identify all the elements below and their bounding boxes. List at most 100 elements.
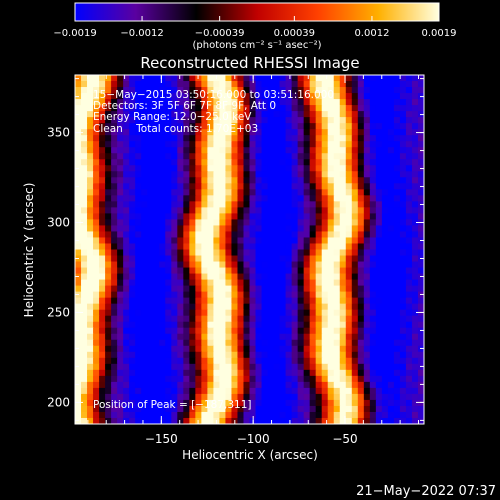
- heatmap-cell: [237, 87, 245, 94]
- heatmap-cell: [405, 75, 413, 82]
- heatmap-cell: [261, 237, 269, 245]
- heatmap-cell: [315, 369, 323, 377]
- heatmap-cell: [249, 237, 257, 245]
- heatmap-cell: [225, 87, 233, 94]
- heatmap-cell: [327, 255, 335, 263]
- heatmap-cell: [393, 195, 401, 202]
- heatmap-cell: [255, 321, 263, 329]
- heatmap-cell: [315, 333, 323, 341]
- heatmap-cell: [99, 243, 106, 251]
- heatmap-cell: [75, 387, 82, 395]
- heatmap-cell: [369, 225, 377, 233]
- heatmap-cell: [87, 339, 94, 347]
- heatmap-cell: [411, 207, 419, 214]
- heatmap-cell: [159, 291, 166, 299]
- heatmap-cell: [189, 81, 196, 88]
- heatmap-cell: [249, 387, 257, 395]
- heatmap-cell: [207, 171, 214, 178]
- heatmap-cell: [141, 261, 148, 269]
- annotation-clean-counts: Clean Total counts: 1.70E+03: [93, 123, 258, 135]
- heatmap-cell: [165, 111, 172, 118]
- heatmap-cell: [327, 417, 335, 424]
- heatmap-cell: [303, 333, 311, 341]
- heatmap-cell: [231, 111, 239, 118]
- heatmap-cell: [147, 183, 154, 190]
- heatmap-cell: [339, 255, 347, 263]
- heatmap-cell: [81, 291, 88, 299]
- heatmap-cell: [93, 381, 100, 389]
- heatmap-cell: [375, 237, 383, 245]
- heatmap-cell: [81, 183, 88, 190]
- heatmap-cell: [237, 207, 245, 214]
- heatmap-cell: [363, 387, 371, 395]
- heatmap-cell: [291, 363, 299, 371]
- heatmap-cell: [249, 405, 257, 413]
- heatmap-cell: [309, 375, 317, 383]
- heatmap-cell: [279, 171, 287, 178]
- heatmap-cell: [243, 381, 251, 389]
- heatmap-cell: [201, 387, 208, 395]
- heatmap-cell: [147, 399, 154, 407]
- heatmap-cell: [123, 141, 130, 148]
- heatmap-cell: [255, 309, 263, 317]
- heatmap-cell: [147, 99, 154, 106]
- heatmap-cell: [249, 285, 257, 293]
- heatmap-cell: [357, 123, 365, 130]
- heatmap-cell: [297, 369, 305, 377]
- heatmap-cell: [393, 387, 401, 395]
- heatmap-cell: [279, 309, 287, 317]
- heatmap-cell: [393, 405, 401, 413]
- heatmap-cell: [273, 291, 281, 299]
- heatmap-cell: [315, 243, 323, 251]
- heatmap-cell: [189, 189, 196, 196]
- heatmap-cell: [105, 93, 112, 100]
- heatmap-cell: [279, 321, 287, 329]
- heatmap-cell: [315, 75, 323, 82]
- heatmap-cell: [369, 123, 377, 130]
- heatmap-cell: [147, 147, 154, 154]
- heatmap-cell: [381, 141, 389, 148]
- heatmap-cell: [381, 327, 389, 335]
- heatmap-cell: [315, 279, 323, 287]
- heatmap-cell: [255, 177, 263, 184]
- heatmap-cell: [357, 387, 365, 395]
- heatmap-cell: [123, 291, 130, 299]
- heatmap-cell: [321, 417, 329, 424]
- heatmap-cell: [237, 291, 245, 299]
- heatmap-cell: [153, 393, 160, 401]
- heatmap-cell: [87, 351, 94, 359]
- heatmap-cell: [405, 261, 413, 269]
- heatmap-cell: [75, 363, 82, 371]
- heatmap-cell: [339, 267, 347, 275]
- heatmap-cell: [381, 351, 389, 359]
- heatmap-cell: [399, 105, 407, 112]
- heatmap-cell: [399, 183, 407, 190]
- heatmap-cell: [135, 303, 142, 311]
- heatmap-cell: [345, 135, 353, 142]
- heatmap-cell: [237, 411, 245, 419]
- heatmap-cell: [417, 105, 424, 112]
- heatmap-cell: [315, 147, 323, 154]
- heatmap-cell: [207, 243, 214, 251]
- heatmap-cell: [171, 93, 178, 100]
- heatmap-cell: [201, 183, 208, 190]
- annotation-detectors: Detectors: 3F 5F 6F 7F 8F 9F, Att 0: [93, 100, 276, 112]
- heatmap-cell: [243, 75, 251, 82]
- heatmap-cell: [375, 231, 383, 239]
- heatmap-cell: [153, 285, 160, 293]
- heatmap-cell: [351, 147, 359, 154]
- heatmap-cell: [111, 381, 118, 389]
- heatmap-cell: [195, 351, 202, 359]
- heatmap-cell: [111, 345, 118, 353]
- heatmap-cell: [393, 267, 401, 275]
- heatmap-cell: [381, 189, 389, 196]
- heatmap-cell: [141, 177, 148, 184]
- heatmap-cell: [129, 159, 136, 166]
- heatmap-cell: [327, 345, 335, 353]
- heatmap-cell: [111, 267, 118, 275]
- heatmap-cell: [153, 141, 160, 148]
- heatmap-cell: [213, 117, 221, 124]
- heatmap-cell: [393, 147, 401, 154]
- heatmap-cell: [81, 219, 88, 227]
